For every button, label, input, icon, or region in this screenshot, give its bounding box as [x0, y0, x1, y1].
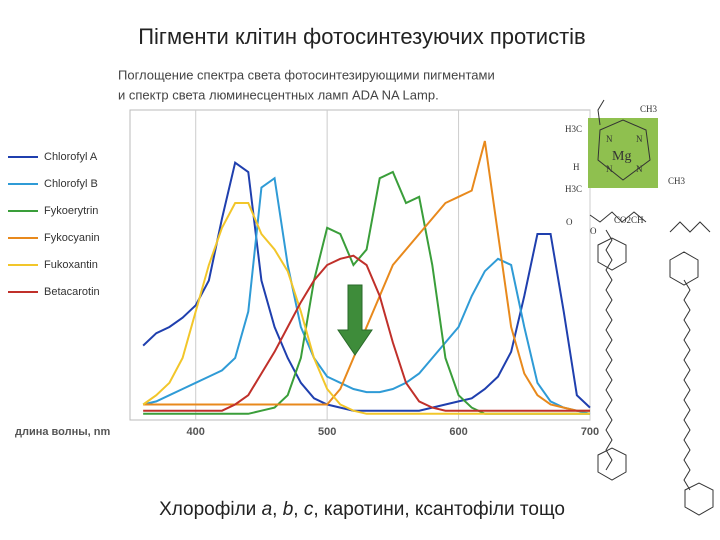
molecule [588, 99, 714, 516]
atom-label: CH3 [640, 104, 658, 114]
x-tick-label: 400 [187, 426, 205, 438]
caption-part: Хлорофіли [159, 499, 262, 520]
arrow [337, 284, 373, 356]
legend: Chlorofyl A Chlorofyl B Fykoerytrin Fykocya… [8, 151, 100, 298]
legend-label: Betacarotin [44, 286, 100, 298]
atom-label: O [566, 217, 573, 227]
chart-title: и спектр света люминесцентных ламп ADA N… [118, 87, 439, 102]
plot: 400 500 600 700 [142, 110, 599, 438]
x-tick-label: 600 [449, 426, 467, 438]
atom-label: H3C [565, 124, 582, 134]
series-line [142, 202, 590, 415]
plot-area [129, 109, 591, 421]
caption-part: , [293, 499, 304, 520]
atom-label: N [636, 134, 643, 144]
atom-label: N [606, 164, 613, 174]
legend-label: Chlorofyl B [44, 178, 98, 190]
legend-label: Fykocyanin [44, 232, 100, 244]
atom-label: H3C [565, 184, 582, 194]
atom-label: H [573, 162, 580, 172]
legend-label: Chlorofyl A [44, 151, 98, 163]
caption-part: c [304, 499, 314, 520]
atom-label: CO2CH [614, 215, 644, 225]
atom-label: N [636, 164, 643, 174]
x-tick-label: 500 [318, 426, 336, 438]
slide-title: Пігменти клітин фотосинтезуючих протисті… [138, 24, 586, 49]
caption-part: b [283, 499, 294, 520]
series-line [143, 140, 590, 412]
series-line [143, 254, 590, 412]
caption-part: a [262, 499, 273, 520]
chart-title: Поглощение спектра света фотосинтезирующ… [118, 67, 495, 82]
caption: Хлорофіли a, b, c, каротини, ксантофіли … [159, 499, 565, 520]
atom-label: O [590, 226, 597, 236]
atom-label: Mg [612, 149, 631, 164]
caption-part: , каротини, ксантофіли тощо [313, 499, 565, 520]
legend-label: Fukoxantin [44, 259, 98, 271]
x-axis-label: длина волны, nm [15, 426, 110, 438]
atom-label: CH3 [668, 176, 686, 186]
series-line [142, 176, 591, 415]
atom-label: N [606, 134, 613, 144]
legend-label: Fykoerytrin [44, 205, 98, 217]
caption-part: , [272, 499, 283, 520]
x-tick-label: 700 [581, 426, 599, 438]
